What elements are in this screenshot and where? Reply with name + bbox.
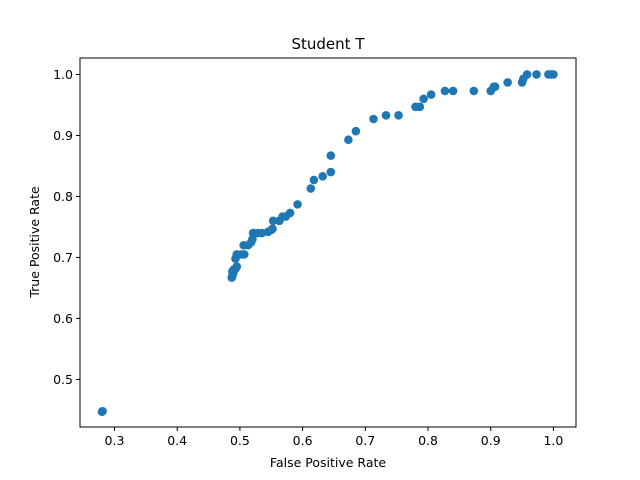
data-point (318, 172, 327, 181)
data-point (448, 86, 458, 96)
data-point (268, 216, 278, 226)
y-tick-label: 0.9 (53, 128, 73, 143)
x-tick-label: 0.3 (105, 433, 125, 448)
y-tick-label: 0.5 (53, 372, 73, 387)
data-point (469, 86, 479, 96)
x-axis-label: False Positive Rate (270, 455, 386, 470)
data-point (293, 200, 302, 209)
data-point (306, 184, 316, 193)
x-tick-label: 0.4 (167, 433, 187, 448)
data-point (419, 94, 428, 104)
points-layer (97, 70, 558, 417)
data-point (549, 70, 558, 79)
chart-title: Student T (292, 35, 366, 53)
data-point (326, 151, 336, 160)
data-point (344, 135, 353, 145)
plot-frame (79, 57, 577, 428)
data-point (394, 111, 403, 120)
axes-layer: 0.3 0.4 0.5 0.6 0.7 0.8 0.9 1.0 0.5 0.6 0.7 0.8 0.9 1… (53, 57, 577, 448)
data-point (415, 102, 425, 112)
y-axis-label: True Positive Rate (27, 186, 42, 299)
data-point (369, 114, 378, 124)
y-tick-label: 0.6 (53, 311, 73, 326)
data-point (232, 262, 242, 271)
x-tick-label: 0.6 (293, 433, 313, 448)
y-tick-label: 0.8 (53, 189, 73, 204)
data-point (381, 111, 391, 120)
x-tick-label: 0.8 (418, 433, 438, 448)
data-point (503, 78, 512, 87)
data-point (326, 167, 336, 177)
data-point (268, 224, 277, 234)
data-point (522, 70, 532, 79)
data-point (351, 126, 361, 136)
data-point (426, 90, 436, 99)
data-point (532, 70, 541, 79)
data-point (285, 208, 295, 218)
x-tick-label: 0.9 (481, 433, 501, 448)
data-point (98, 406, 107, 416)
x-tick-label: 0.5 (230, 433, 250, 448)
x-tick-label: 1.0 (543, 433, 563, 448)
x-tick-label: 0.7 (355, 433, 375, 448)
y-tick-label: 0.7 (53, 250, 73, 265)
y-tick-label: 1.0 (53, 67, 73, 82)
data-point (440, 86, 450, 96)
data-point (490, 82, 500, 91)
data-point (239, 250, 249, 259)
data-point (309, 175, 319, 185)
